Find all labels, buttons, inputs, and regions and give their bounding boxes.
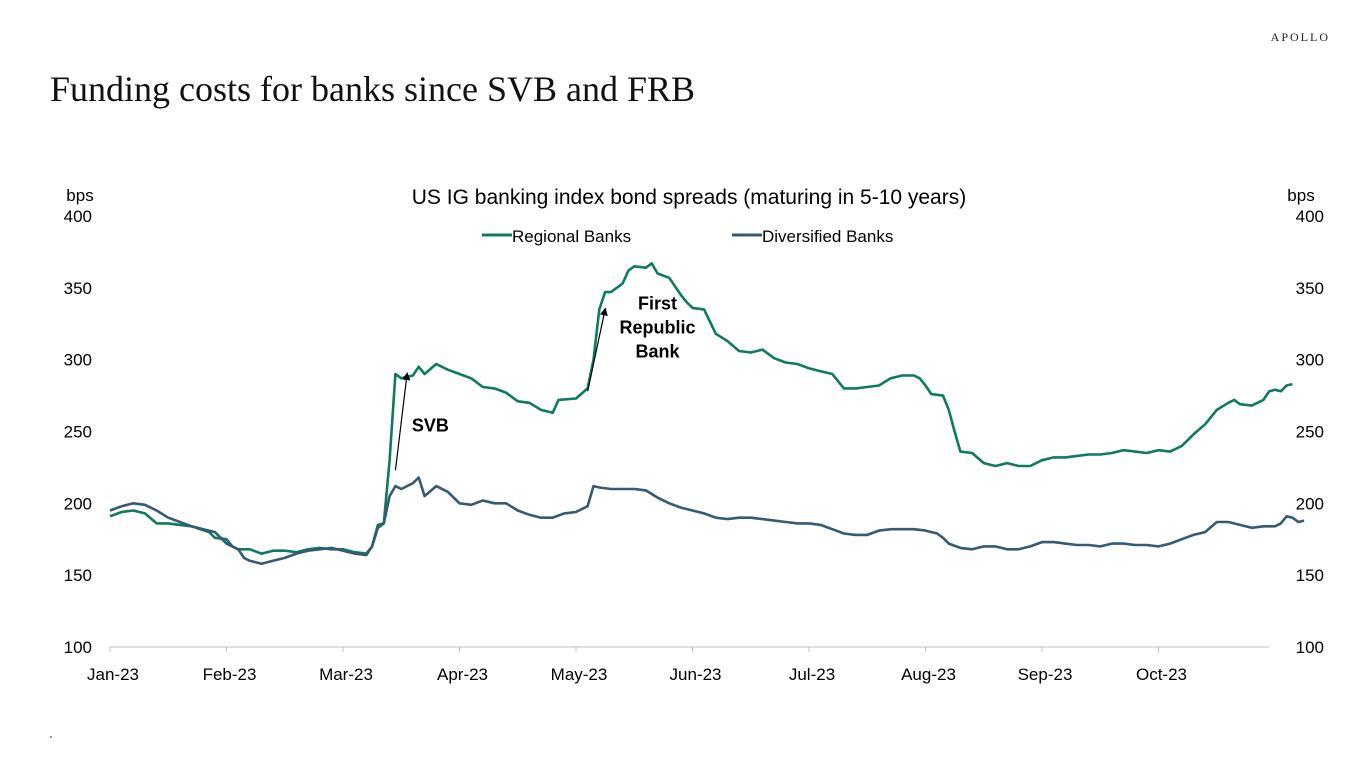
y-tick-label-left: 350 <box>64 279 92 298</box>
x-tick-label: Mar-23 <box>319 665 373 684</box>
x-tick-label: Aug-23 <box>901 665 956 684</box>
annotation-label: First Republic Bank <box>620 293 696 361</box>
y-axis-unit-right: bps <box>1287 186 1314 205</box>
y-tick-label-left: 250 <box>64 422 92 441</box>
y-axis-right: 100 150 200 250 300 350 400 <box>1296 207 1324 657</box>
page-title: Funding costs for banks since SVB and FR… <box>50 69 696 109</box>
x-tick-label: Jun-23 <box>670 665 722 684</box>
y-tick-label-left: 400 <box>64 207 92 226</box>
annotation-line: Republic <box>620 317 696 337</box>
annotation-arrow <box>587 307 608 392</box>
x-tick-label: Jan-23 <box>87 665 139 684</box>
y-tick-label-right: 150 <box>1296 566 1324 585</box>
y-tick-label-left: 150 <box>64 566 92 585</box>
x-axis: Jan-23 Feb-23 Mar-23 Apr-23 May-23 Jun-23 Jul-… <box>87 646 1270 684</box>
y-tick-label-right: 400 <box>1296 207 1324 226</box>
annotation-line: First <box>638 293 677 313</box>
y-tick-label-left: 300 <box>64 351 92 370</box>
y-tick-label-right: 350 <box>1296 279 1324 298</box>
annotation-line: Bank <box>636 341 681 361</box>
annotation-arrow <box>394 372 411 471</box>
series-layer <box>109 262 1305 565</box>
annotations: SVB First Republic Bank <box>394 293 696 471</box>
y-axis-left: 100 150 200 250 300 350 400 <box>64 207 92 657</box>
footer-mark <box>50 736 52 738</box>
x-tick-label: May-23 <box>551 665 608 684</box>
legend-label: Diversified Banks <box>762 227 893 246</box>
annotation-label: SVB <box>412 415 449 435</box>
x-tick-label: Jul-23 <box>789 665 835 684</box>
annotation-line: SVB <box>412 415 449 435</box>
legend: Regional Banks Diversified Banks <box>482 227 893 246</box>
x-tick-label: Sep-23 <box>1018 665 1073 684</box>
y-axis-unit-left: bps <box>66 186 93 205</box>
series-line-regional-banks <box>109 262 1293 555</box>
y-tick-label-left: 200 <box>64 494 92 513</box>
y-tick-label-left: 100 <box>64 638 92 657</box>
chart-title: US IG banking index bond spreads (maturi… <box>412 186 966 209</box>
series-line-diversified-banks <box>109 476 1305 565</box>
brand-logo: APOLLO <box>1270 30 1330 44</box>
y-tick-label-right: 250 <box>1296 422 1324 441</box>
x-tick-label: Apr-23 <box>437 665 488 684</box>
y-tick-label-right: 100 <box>1296 638 1324 657</box>
y-tick-label-right: 300 <box>1296 351 1324 370</box>
x-tick-label: Oct-23 <box>1136 665 1187 684</box>
y-tick-label-right: 200 <box>1296 494 1324 513</box>
legend-label: Regional Banks <box>512 227 631 246</box>
x-tick-label: Feb-23 <box>203 665 257 684</box>
